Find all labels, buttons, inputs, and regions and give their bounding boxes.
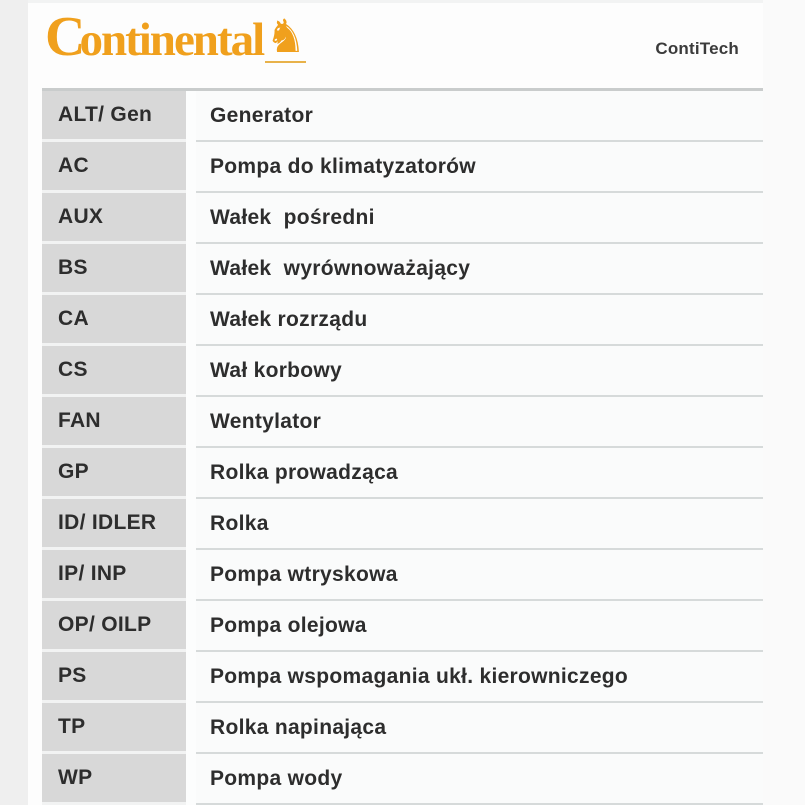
logo-letter-c: C [45, 6, 85, 68]
column-gap [186, 397, 196, 448]
abbr-cell: FAN [42, 397, 186, 448]
column-gap [186, 346, 196, 397]
column-gap [186, 295, 196, 346]
abbr-cell: TP [42, 703, 186, 754]
column-gap [186, 703, 196, 754]
table-row: ALT/ Gen Generator [42, 91, 763, 142]
abbr-cell: GP [42, 448, 186, 499]
column-gap [186, 193, 196, 244]
desc-cell: Wentylator [196, 397, 763, 448]
table-row: AC Pompa do klimatyzatorów [42, 142, 763, 193]
abbr-cell: IP/ INP [42, 550, 186, 601]
abbr-cell: PS [42, 652, 186, 703]
page-left-margin [0, 0, 28, 805]
abbr-cell: BS [42, 244, 186, 295]
table-row: PS Pompa wspomagania ukł. kierowniczego [42, 652, 763, 703]
abbr-cell: AUX [42, 193, 186, 244]
logo-wordmark: Continental [45, 9, 265, 66]
contitech-wordmark: ContiTech [655, 39, 739, 58]
desc-cell: Wałek wyrównoważający [196, 244, 763, 295]
page-right-margin [763, 0, 805, 805]
column-gap [186, 601, 196, 652]
table-row: ID/ IDLER Rolka [42, 499, 763, 550]
desc-cell: Generator [196, 91, 763, 142]
desc-cell: Rolka prowadząca [196, 448, 763, 499]
abbreviation-legend-table: ALT/ Gen Generator AC Pompa do klimatyza… [42, 88, 763, 805]
rearing-horse-icon: ♞ [265, 10, 307, 63]
desc-cell: Pompa olejowa [196, 601, 763, 652]
continental-logo: Continental ♞ [45, 9, 307, 66]
desc-cell: Pompa wspomagania ukł. kierowniczego [196, 652, 763, 703]
column-gap [186, 244, 196, 295]
desc-cell: Wałek pośredni [196, 193, 763, 244]
abbr-cell: WP [42, 754, 186, 805]
desc-cell: Pompa wody [196, 754, 763, 805]
table-row: OP/ OILP Pompa olejowa [42, 601, 763, 652]
table-row: CS Wał korbowy [42, 346, 763, 397]
abbr-cell: OP/ OILP [42, 601, 186, 652]
table-row: BS Wałek wyrównoważający [42, 244, 763, 295]
column-gap [186, 550, 196, 601]
desc-cell: Wał korbowy [196, 346, 763, 397]
column-gap [186, 91, 196, 142]
table-row: AUX Wałek pośredni [42, 193, 763, 244]
abbr-cell: ALT/ Gen [42, 91, 186, 142]
column-gap [186, 499, 196, 550]
catalog-page: Continental ♞ ContiTech ALT/ Gen Generat… [28, 3, 763, 805]
desc-cell: Rolka napinająca [196, 703, 763, 754]
logo-letters-rest: ontinental [79, 14, 265, 66]
desc-cell: Pompa do klimatyzatorów [196, 142, 763, 193]
table-row: IP/ INP Pompa wtryskowa [42, 550, 763, 601]
table-row: TP Rolka napinająca [42, 703, 763, 754]
column-gap [186, 142, 196, 193]
column-gap [186, 652, 196, 703]
desc-cell: Pompa wtryskowa [196, 550, 763, 601]
desc-cell: Rolka [196, 499, 763, 550]
abbr-cell: ID/ IDLER [42, 499, 186, 550]
column-gap [186, 754, 196, 805]
table-row: GP Rolka prowadząca [42, 448, 763, 499]
page-header: Continental ♞ ContiTech [28, 3, 763, 88]
table-row: CA Wałek rozrządu [42, 295, 763, 346]
table-row: FAN Wentylator [42, 397, 763, 448]
desc-cell: Wałek rozrządu [196, 295, 763, 346]
column-gap [186, 448, 196, 499]
abbr-cell: CA [42, 295, 186, 346]
table-row: WP Pompa wody [42, 754, 763, 805]
abbr-cell: CS [42, 346, 186, 397]
abbr-cell: AC [42, 142, 186, 193]
